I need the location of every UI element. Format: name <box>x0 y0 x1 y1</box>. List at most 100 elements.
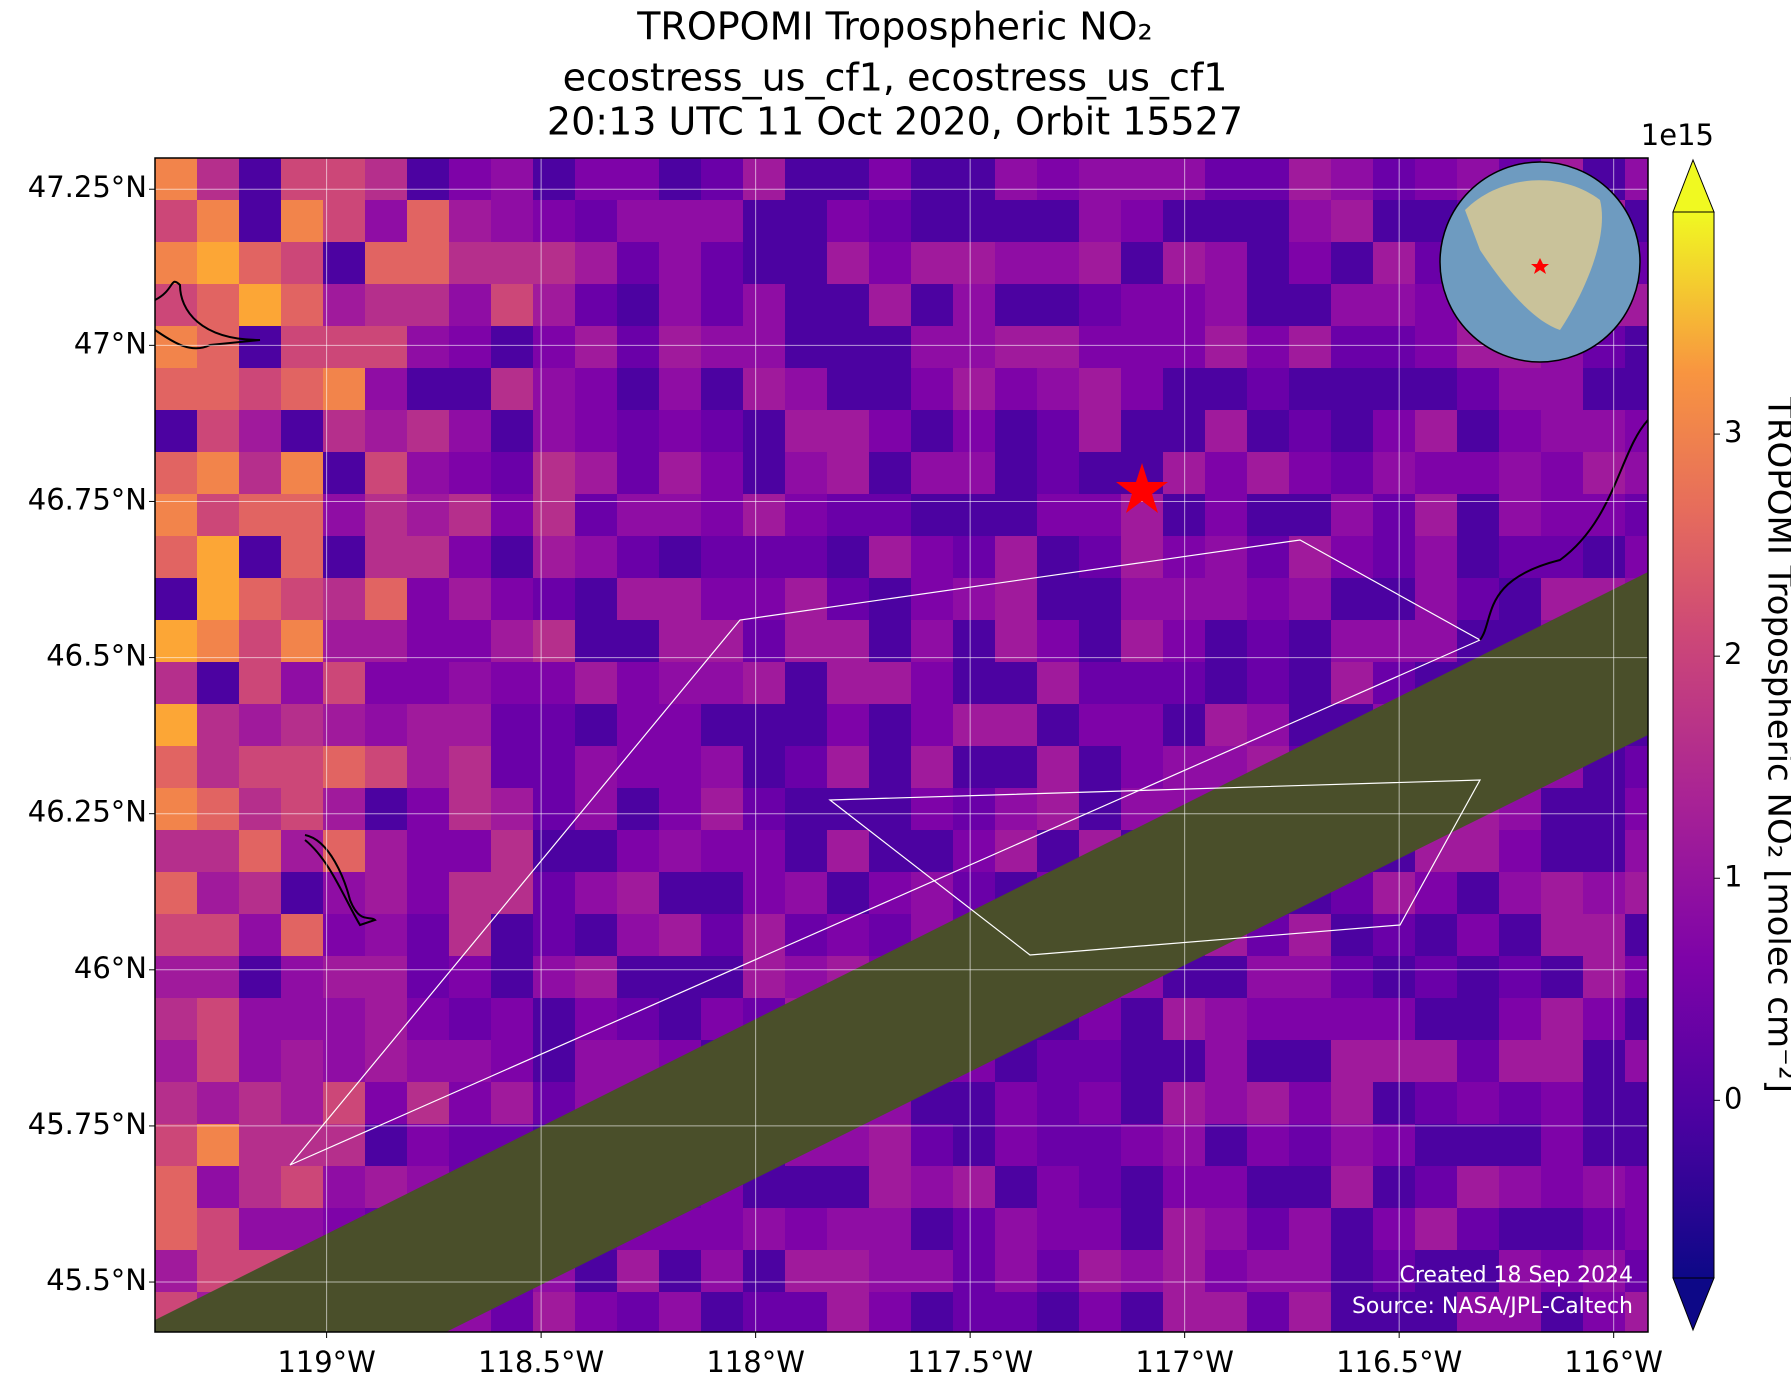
no2-cell <box>659 410 701 452</box>
no2-cell <box>1289 1082 1331 1124</box>
no2-cell <box>1079 326 1121 368</box>
no2-cell <box>323 620 365 662</box>
no2-cell <box>365 452 407 494</box>
no2-cell <box>1037 620 1079 662</box>
no2-cell <box>701 1292 743 1334</box>
no2-cell <box>1079 536 1121 578</box>
no2-cell <box>1289 200 1331 242</box>
no2-cell <box>911 1124 953 1166</box>
no2-cell <box>449 200 491 242</box>
no2-cell <box>323 746 365 788</box>
no2-cell <box>281 1166 323 1208</box>
no2-cell <box>1289 284 1331 326</box>
no2-cell <box>1163 1292 1205 1334</box>
no2-cell <box>197 956 239 998</box>
no2-cell <box>995 536 1037 578</box>
no2-cell <box>155 1208 197 1250</box>
no2-cell <box>1541 998 1583 1040</box>
x-tick-label: 118°W <box>706 1345 805 1376</box>
no2-cell <box>953 158 995 200</box>
no2-cell <box>239 536 281 578</box>
no2-cell <box>1331 1124 1373 1166</box>
no2-cell <box>659 284 701 326</box>
no2-cell <box>281 956 323 998</box>
no2-cell <box>1373 536 1415 578</box>
no2-cell <box>785 788 827 830</box>
no2-cell <box>407 662 449 704</box>
no2-cell <box>533 1040 575 1082</box>
no2-cell <box>701 536 743 578</box>
no2-cell <box>323 956 365 998</box>
no2-cell <box>1625 452 1667 494</box>
no2-cell <box>1037 200 1079 242</box>
no2-cell <box>533 620 575 662</box>
no2-cell <box>701 452 743 494</box>
no2-cell <box>197 536 239 578</box>
no2-cell <box>491 788 533 830</box>
no2-cell <box>911 578 953 620</box>
no2-cell <box>575 830 617 872</box>
no2-cell <box>323 998 365 1040</box>
no2-cell <box>1457 1166 1499 1208</box>
no2-cell <box>785 494 827 536</box>
no2-cell <box>407 1082 449 1124</box>
y-tick-label: 45.5°N <box>46 1263 147 1297</box>
no2-cell <box>1499 1040 1541 1082</box>
no2-cell <box>281 410 323 452</box>
no2-cell <box>155 1040 197 1082</box>
no2-cell <box>743 578 785 620</box>
no2-cell <box>1541 410 1583 452</box>
no2-cell <box>1331 158 1373 200</box>
no2-cell <box>1583 1208 1625 1250</box>
no2-cell <box>1289 494 1331 536</box>
no2-cell <box>197 830 239 872</box>
no2-cell <box>155 788 197 830</box>
no2-cell <box>785 662 827 704</box>
no2-cell <box>323 284 365 326</box>
no2-cell <box>1373 1166 1415 1208</box>
no2-cell <box>1415 1082 1457 1124</box>
no2-cell <box>449 746 491 788</box>
no2-cell <box>449 704 491 746</box>
no2-cell <box>743 242 785 284</box>
no2-cell <box>953 1292 995 1334</box>
no2-cell <box>1499 956 1541 998</box>
no2-cell <box>995 1166 1037 1208</box>
no2-cell <box>1415 1166 1457 1208</box>
y-tick-label: 46.25°N <box>28 795 147 829</box>
no2-cell <box>1457 872 1499 914</box>
no2-cell <box>911 368 953 410</box>
no2-cell <box>491 578 533 620</box>
no2-cell <box>533 662 575 704</box>
colorbar-tick-label: 0 <box>1724 1081 1742 1115</box>
no2-cell <box>575 158 617 200</box>
no2-cell <box>1163 158 1205 200</box>
no2-cell <box>659 998 701 1040</box>
no2-cell <box>1625 1124 1667 1166</box>
no2-cell <box>1457 452 1499 494</box>
no2-cell <box>869 1166 911 1208</box>
no2-cell <box>1205 1082 1247 1124</box>
no2-cell <box>197 662 239 704</box>
no2-cell <box>617 200 659 242</box>
no2-cell <box>239 242 281 284</box>
no2-cell <box>743 620 785 662</box>
no2-cell <box>575 746 617 788</box>
no2-cell <box>1373 998 1415 1040</box>
no2-cell <box>953 620 995 662</box>
no2-cell <box>533 452 575 494</box>
no2-cell <box>155 1082 197 1124</box>
no2-cell <box>365 620 407 662</box>
no2-cell <box>1541 1040 1583 1082</box>
no2-cell <box>1415 914 1457 956</box>
no2-cell <box>407 998 449 1040</box>
no2-cell <box>827 1250 869 1292</box>
no2-cell <box>1163 242 1205 284</box>
no2-cell <box>1499 998 1541 1040</box>
no2-cell <box>995 200 1037 242</box>
no2-cell <box>659 746 701 788</box>
no2-cell <box>533 284 575 326</box>
no2-cell <box>911 1166 953 1208</box>
no2-cell <box>617 1250 659 1292</box>
no2-cell <box>1079 746 1121 788</box>
